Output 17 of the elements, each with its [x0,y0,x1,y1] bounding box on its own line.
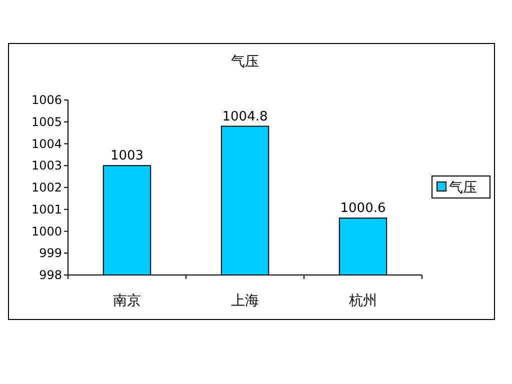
y-tick-label: 1002 [31,180,62,194]
y-tick-label: 1003 [31,158,62,173]
data-label: 1003 [110,148,144,164]
data-label: 1000.6 [340,201,386,216]
y-tick-label: 1004 [31,136,62,151]
y-tick-label: 998 [39,268,62,282]
data-label: 1004.8 [222,109,268,124]
legend-label: 气压 [449,180,477,196]
y-tick-label: 1000 [31,224,62,238]
x-tick-label: 南京 [113,293,141,309]
y-tick-label: 1005 [31,114,62,129]
y-tick-label: 1006 [31,93,62,107]
x-tick-label: 上海 [231,293,259,309]
x-tick-label: 杭州 [348,293,377,309]
y-tick-label: 999 [39,246,62,260]
chart-title: 气压 [231,54,259,70]
y-tick-label: 1001 [31,202,62,216]
